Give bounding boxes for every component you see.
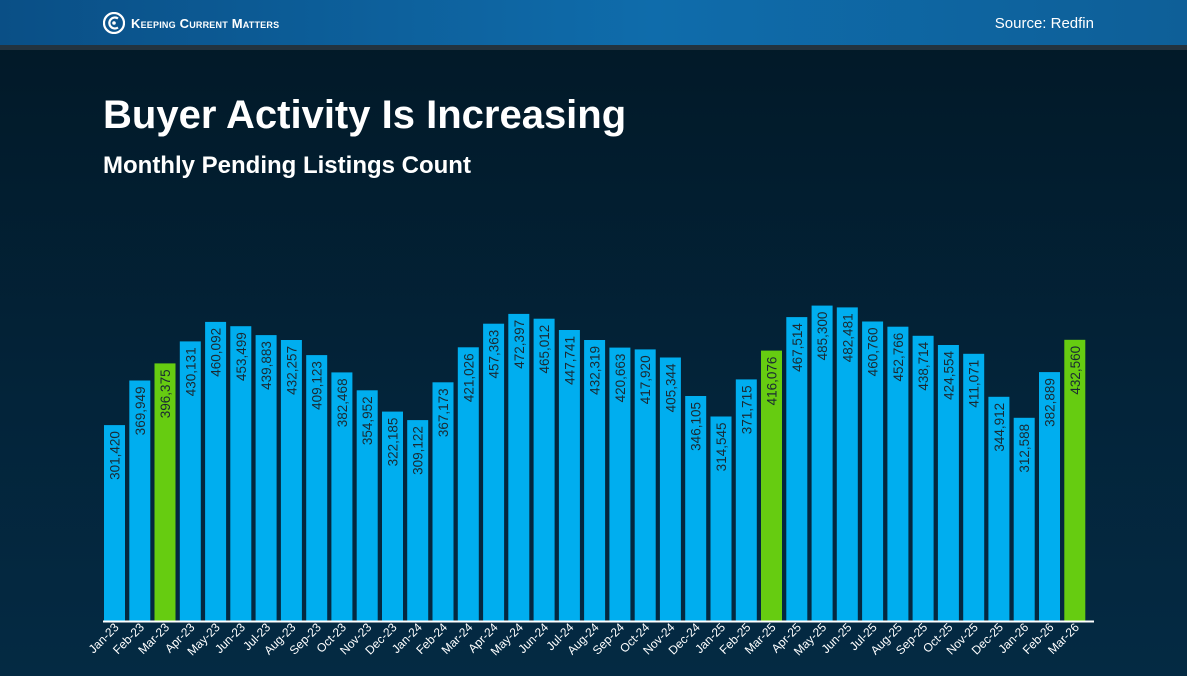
value-label: 432,560 <box>1068 346 1083 395</box>
bar-mar-25 <box>761 350 782 621</box>
value-label: 447,741 <box>562 336 577 385</box>
bar-oct-24 <box>634 349 656 621</box>
brand-logo[interactable]: Keeping Current Matters <box>103 11 279 35</box>
value-label: 369,949 <box>133 387 148 436</box>
bar-nov-25 <box>963 353 985 621</box>
value-label: 432,257 <box>284 346 299 395</box>
value-label: 367,173 <box>436 388 451 437</box>
bar-dec-24 <box>685 396 707 621</box>
value-label: 371,715 <box>739 385 754 434</box>
value-label: 467,514 <box>790 323 805 372</box>
value-label: 382,468 <box>335 378 350 427</box>
bar-sep-23 <box>306 355 328 621</box>
value-label: 416,076 <box>765 357 780 406</box>
bar-jan-24 <box>407 420 429 621</box>
bar-feb-25 <box>735 379 757 621</box>
bar-nov-24 <box>659 357 681 621</box>
value-label: 354,952 <box>360 396 375 445</box>
value-label: 432,319 <box>588 346 603 395</box>
bar-aug-25 <box>887 326 909 621</box>
bar-jan-23 <box>104 425 125 621</box>
bar-apr-25 <box>786 317 808 621</box>
chart-title: Buyer Activity Is Increasing <box>103 93 627 137</box>
value-label: 346,105 <box>689 402 704 451</box>
value-label: 417,920 <box>638 355 653 404</box>
bar-mar-24 <box>457 347 479 621</box>
header-bar <box>0 0 1187 45</box>
bar-oct-25 <box>937 345 959 621</box>
value-label: 424,554 <box>941 351 956 400</box>
value-label: 405,344 <box>663 363 678 412</box>
bar-sep-25 <box>912 335 934 621</box>
bar-sep-24 <box>609 347 631 621</box>
bar-feb-24 <box>432 382 454 621</box>
bar-oct-23 <box>331 372 353 621</box>
value-label: 411,071 <box>967 360 982 408</box>
value-label: 314,545 <box>714 423 729 472</box>
bar-jun-25 <box>836 307 858 621</box>
value-label: 460,760 <box>866 328 881 377</box>
bar-may-24 <box>508 313 530 621</box>
kcm-logo-icon <box>103 12 125 34</box>
bar-jul-25 <box>862 321 884 621</box>
value-label: 322,185 <box>386 418 401 467</box>
bar-dec-23 <box>382 411 403 621</box>
bar-jan-25 <box>710 416 732 621</box>
bar-jun-24 <box>533 318 555 621</box>
value-label: 465,012 <box>537 325 552 374</box>
bar-may-23 <box>205 321 227 621</box>
bar-dec-25 <box>988 396 1010 621</box>
value-label: 344,912 <box>992 403 1007 452</box>
bar-apr-24 <box>483 323 505 621</box>
bar-jun-23 <box>230 326 252 621</box>
value-label: 472,397 <box>512 320 527 369</box>
value-label: 438,714 <box>916 341 931 390</box>
header-divider <box>0 45 1187 50</box>
bar-feb-23 <box>129 380 151 621</box>
bar-jul-24 <box>558 330 580 621</box>
bar-feb-26 <box>1039 372 1060 621</box>
value-label: 439,883 <box>259 341 274 390</box>
bar-aug-23 <box>280 340 302 621</box>
value-label: 301,420 <box>108 431 123 480</box>
value-label: 482,481 <box>840 313 855 362</box>
value-label: 485,300 <box>815 312 830 361</box>
bar-aug-24 <box>584 340 606 621</box>
bar-mar-26 <box>1064 339 1086 621</box>
value-label: 430,131 <box>183 347 198 396</box>
bar-apr-23 <box>179 341 201 621</box>
bar-mar-23 <box>154 363 176 621</box>
value-label: 409,123 <box>310 361 325 410</box>
chart-subtitle: Monthly Pending Listings Count <box>103 152 471 179</box>
bar-jul-23 <box>255 335 277 621</box>
value-label: 457,363 <box>487 330 502 379</box>
value-label: 382,889 <box>1043 378 1058 427</box>
value-label: 452,766 <box>891 333 906 382</box>
value-label: 453,499 <box>234 332 249 381</box>
value-label: 460,092 <box>209 328 224 377</box>
bar-nov-23 <box>356 390 378 621</box>
source-label: Source: Redfin <box>994 15 1094 32</box>
value-label: 396,375 <box>158 369 173 418</box>
bar-jan-26 <box>1013 417 1035 621</box>
brand-name: Keeping Current Matters <box>131 15 280 31</box>
value-label: 309,122 <box>411 426 426 475</box>
bar-may-25 <box>811 305 833 621</box>
value-label: 420,663 <box>613 354 628 403</box>
value-label: 312,588 <box>1017 424 1032 473</box>
value-label: 421,026 <box>461 353 476 402</box>
